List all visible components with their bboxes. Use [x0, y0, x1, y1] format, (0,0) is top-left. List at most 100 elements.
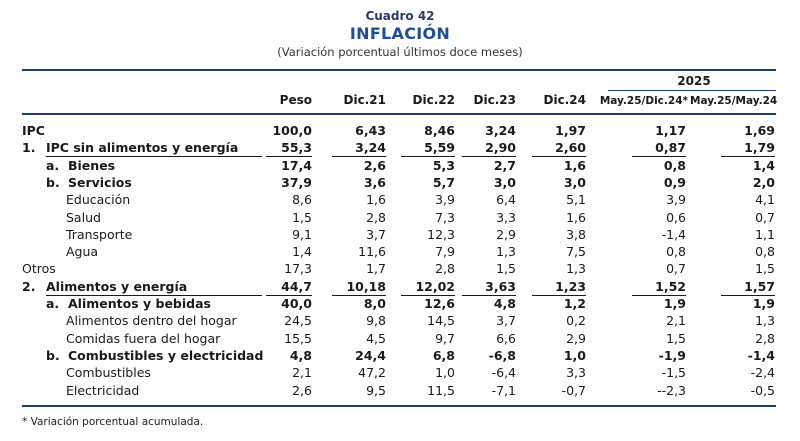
row-value: 4,8 [493, 296, 516, 311]
row-value: 24,4 [355, 347, 386, 363]
table-row: Educación 8,6 1,6 3,9 6,4 5,1 3,9 4,1 [0, 191, 800, 208]
row-value: 17,4 [281, 157, 312, 173]
row-value: 12,3 [427, 226, 455, 242]
row-label: IPC [22, 123, 45, 138]
row-label: Bienes [68, 157, 116, 173]
row-value: 2,1 [666, 313, 686, 329]
row-value: 1,5 [666, 330, 686, 346]
row-value: 1,4 [292, 244, 312, 260]
table-row: b. Servicios 37,9 3,6 5,7 3,0 3,0 0,9 2,0 [0, 174, 800, 191]
row-value: 1,79 [721, 139, 775, 158]
row-value: 0,7 [755, 209, 775, 225]
row-value: 1,1 [755, 226, 775, 242]
col-header-dic24: Dic.24 [543, 93, 586, 107]
col-header-may25-may24: May.25/May.24 [690, 95, 778, 107]
table-number: Cuadro 42 [365, 9, 435, 23]
row-label: IPC sin alimentos y energía [46, 139, 262, 158]
row-value: -0,7 [561, 382, 586, 398]
row-label: Electricidad [66, 382, 140, 398]
row-value: 6,6 [496, 330, 516, 346]
row-value: 2,9 [496, 226, 516, 242]
row-value: 3,8 [566, 226, 586, 242]
row-value: 1,3 [755, 313, 775, 329]
row-sub-letter: a. [46, 296, 60, 311]
col-header-dic23: Dic.23 [473, 93, 516, 107]
row-label: Alimentos dentro del hogar [66, 313, 237, 329]
row-value: 8,6 [292, 192, 312, 208]
col-header-dic21: Dic.21 [343, 93, 386, 107]
row-value: 8,0 [363, 296, 386, 311]
row-value: 2,8 [755, 330, 775, 346]
row-label: Agua [66, 244, 99, 260]
row-value: 5,3 [432, 157, 455, 173]
table-row: Salud 1,5 2,8 7,3 3,3 1,6 0,6 0,7 [0, 209, 800, 226]
top-rule [22, 69, 776, 71]
row-value: 11,6 [358, 244, 386, 260]
row-value: 9,1 [292, 226, 312, 242]
row-value: 2,90 [462, 139, 516, 158]
row-value: 9,5 [366, 382, 386, 398]
row-value: -6,8 [488, 347, 516, 363]
table-row: Combustibles 2,1 47,2 1,0 -6,4 3,3 -1,5 -2,4 [0, 364, 800, 381]
row-value: 1,23 [532, 278, 586, 296]
row-value: 3,24 [485, 123, 516, 138]
row-value: 1,4 [752, 157, 775, 173]
row-value: 2,7 [493, 157, 516, 173]
row-value: 3,6 [363, 174, 386, 190]
row-value: 8,46 [424, 123, 455, 138]
table-row: a. Alimentos y bebidas 40,0 8,0 12,6 4,8 1,2 1,… [0, 295, 800, 312]
row-value: -7,1 [491, 382, 516, 398]
row-value: 1,6 [563, 157, 586, 173]
row-value: 2,6 [292, 382, 312, 398]
row-label: Otros [22, 261, 56, 277]
row-value: 40,0 [281, 296, 312, 311]
row-value: --2,3 [657, 382, 686, 398]
row-value: -1,5 [661, 365, 686, 381]
row-value: 2,6 [363, 157, 386, 173]
year-group-header: 2025 [677, 74, 711, 88]
row-value: 2,9 [566, 330, 586, 346]
col-header-dic22: Dic.22 [412, 93, 455, 107]
row-value: 44,7 [266, 278, 312, 296]
row-value: 3,0 [493, 174, 516, 190]
row-value: -1,4 [661, 226, 686, 242]
row-value: 0,7 [666, 261, 686, 277]
row-value: 3,24 [332, 139, 386, 158]
year-group-rule [608, 90, 776, 91]
row-value: 2,0 [752, 174, 775, 190]
table-row: Otros 17,3 1,7 2,8 1,5 1,3 0,7 1,5 [0, 260, 800, 277]
row-value: 0,6 [666, 209, 686, 225]
row-value: 15,5 [284, 330, 312, 346]
row-value: 1,5 [755, 261, 775, 277]
row-value: 4,1 [755, 192, 775, 208]
row-value: 100,0 [272, 123, 312, 138]
row-sub-letter: b. [46, 347, 60, 363]
row-value: 1,17 [655, 123, 686, 138]
row-label: Transporte [66, 226, 133, 242]
table-row: Comidas fuera del hogar 15,5 4,5 9,7 6,6 2,9 1… [0, 330, 800, 347]
row-value: 1,3 [496, 244, 516, 260]
table-row: IPC 100,0 6,43 8,46 3,24 1,97 1,17 1,69 [0, 122, 800, 139]
row-value: 0,8 [663, 157, 686, 173]
row-value: 1,6 [566, 209, 586, 225]
row-value: -2,4 [750, 365, 775, 381]
footnote: * Variación porcentual acumulada. [22, 416, 204, 428]
row-label: Alimentos y energía [46, 278, 262, 296]
row-value: -1,4 [747, 347, 775, 363]
row-sub-letter: a. [46, 157, 60, 173]
row-value: 5,7 [432, 174, 455, 190]
row-value: 47,2 [358, 365, 386, 381]
row-value: 3,9 [666, 192, 686, 208]
row-value: 9,8 [366, 313, 386, 329]
row-label: Combustibles y electricidad [68, 347, 264, 363]
col-header-may25-dic24: May.25/Dic.24* [599, 95, 688, 107]
row-value: 6,43 [355, 123, 386, 138]
row-value: 3,3 [496, 209, 516, 225]
row-value: 12,02 [401, 278, 455, 296]
row-value: 3,63 [462, 278, 516, 296]
table-row: Alimentos dentro del hogar 24,5 9,8 14,5 3,7… [0, 312, 800, 329]
table-row: 1. IPC sin alimentos y energía 55,3 3,24 5,5… [0, 139, 800, 158]
row-value: 5,1 [566, 192, 586, 208]
row-value: 1,9 [752, 296, 775, 311]
row-value: 3,3 [566, 365, 586, 381]
